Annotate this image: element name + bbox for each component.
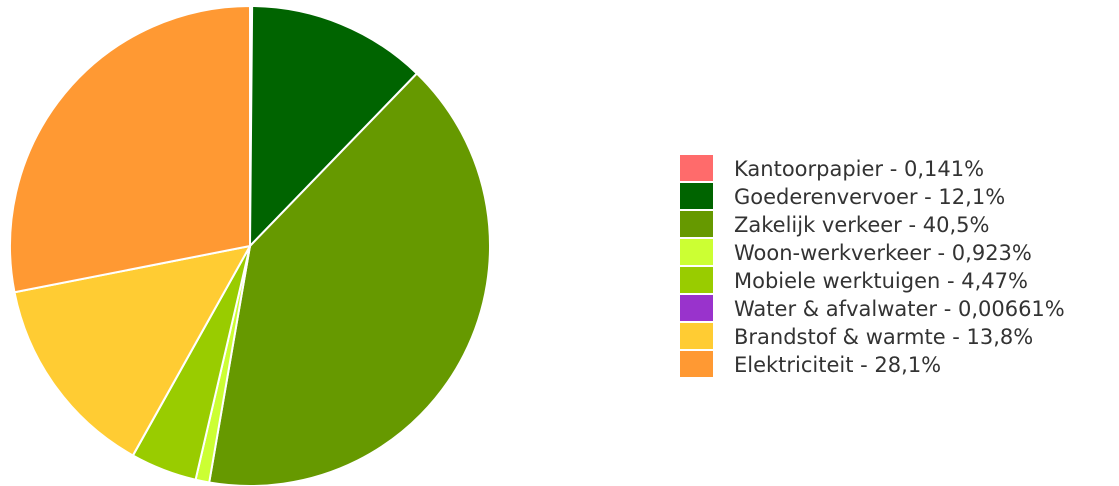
legend-swatch (680, 155, 713, 181)
legend-item-woon-werkverkeer[interactable]: Woon-werkverkeer - 0,923% (680, 239, 1032, 265)
legend-swatch (680, 183, 713, 209)
legend-swatch (680, 239, 713, 265)
pie-slice-goederenvervoer[interactable] (249, 5, 418, 247)
legend-item-zakelijk-verkeer[interactable]: Zakelijk verkeer - 40,5% (680, 211, 989, 237)
pie-slice-brandstof-and-warmte[interactable] (13, 245, 251, 457)
legend-label: Zakelijk verkeer - 40,5% (734, 213, 989, 237)
legend-item-brandstof-and-warmte[interactable]: Brandstof & warmte - 13,8% (680, 323, 1033, 349)
legend-swatch (680, 295, 713, 321)
legend-swatch (680, 267, 713, 293)
legend-label: Woon-werkverkeer - 0,923% (734, 241, 1032, 265)
legend-swatch (680, 351, 713, 377)
legend-label: Mobiele werktuigen - 4,47% (734, 269, 1028, 293)
pie-slices (9, 5, 491, 486)
legend: Kantoorpapier - 0,141% Goederenvervoer - … (680, 155, 1065, 377)
pie-slice-elektriciteit[interactable] (9, 5, 251, 294)
legend-item-elektriciteit[interactable]: Elektriciteit - 28,1% (680, 351, 941, 377)
legend-label: Brandstof & warmte - 13,8% (734, 325, 1033, 349)
legend-item-kantoorpapier[interactable]: Kantoorpapier - 0,141% (680, 155, 984, 181)
legend-item-goederenvervoer[interactable]: Goederenvervoer - 12,1% (680, 183, 1005, 209)
legend-label: Kantoorpapier - 0,141% (734, 157, 984, 181)
legend-swatch (680, 211, 713, 237)
legend-label: Goederenvervoer - 12,1% (734, 185, 1005, 209)
legend-label: Elektriciteit - 28,1% (734, 353, 941, 377)
legend-item-water-and-afvalwater[interactable]: Water & afvalwater - 0,00661% (680, 295, 1065, 321)
pie-slice-zakelijk-verkeer[interactable] (208, 72, 491, 486)
legend-label: Water & afvalwater - 0,00661% (734, 297, 1065, 321)
legend-swatch (680, 323, 713, 349)
legend-item-mobiele-werktuigen[interactable]: Mobiele werktuigen - 4,47% (680, 267, 1028, 293)
